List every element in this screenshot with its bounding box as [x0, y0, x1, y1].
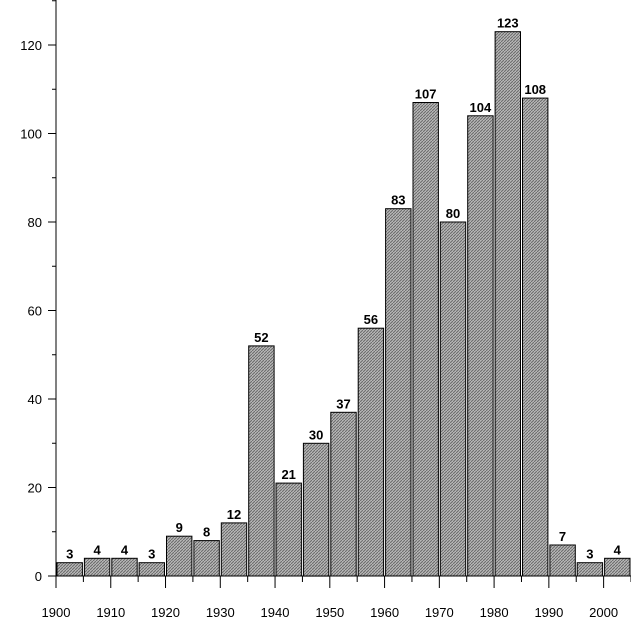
data-label-1955: 56 [364, 312, 378, 327]
x-tick-label-1950: 1950 [315, 605, 344, 620]
data-label-1925: 8 [203, 525, 210, 540]
bar-1915 [138, 562, 166, 577]
data-label-1970: 80 [446, 206, 460, 221]
y-tick-label-80: 80 [28, 215, 42, 230]
data-label-1910: 4 [121, 542, 129, 557]
x-tick-label-1900: 1900 [42, 605, 71, 620]
data-label-1915: 3 [148, 547, 155, 562]
y-tick-label-20: 20 [28, 481, 42, 496]
data-label-1995: 3 [586, 547, 593, 562]
data-label-1945: 30 [309, 427, 323, 442]
bar-1960 [385, 208, 412, 577]
x-tick-label-1940: 1940 [261, 605, 290, 620]
bar-1940 [275, 482, 302, 577]
bars-layer: 3 4 4 3 9 8 12 52 21 30 37 56 83 107 80 104 123 108 7 3 4 [56, 16, 631, 577]
y-tick-label-0: 0 [35, 569, 42, 584]
data-label-1960: 83 [391, 193, 405, 208]
bar-1955 [357, 327, 385, 577]
data-label-1975: 104 [470, 100, 492, 115]
data-label-1905: 4 [93, 542, 101, 557]
data-label-1950: 37 [336, 396, 350, 411]
bar-1990 [549, 544, 576, 577]
bar-1945 [302, 442, 330, 577]
bar-2000 [604, 557, 631, 577]
data-label-1940: 21 [281, 467, 295, 482]
bar-1950 [330, 411, 357, 577]
data-label-1920: 9 [176, 520, 183, 535]
x-tick-label-1920: 1920 [151, 605, 180, 620]
data-label-1965: 107 [415, 87, 437, 102]
bar-1935 [248, 345, 275, 577]
x-tick-label-1980: 1980 [480, 605, 509, 620]
y-tick-label-60: 60 [28, 304, 42, 319]
x-tick-label-2000: 2000 [589, 605, 618, 620]
data-label-1930: 12 [227, 507, 241, 522]
x-tick-label-1970: 1970 [425, 605, 454, 620]
bar-1970 [439, 221, 467, 577]
bar-1925 [193, 540, 220, 577]
data-label-1990: 7 [559, 529, 566, 544]
bar-1930 [220, 522, 248, 577]
y-tick-label-100: 100 [20, 127, 42, 142]
data-label-1935: 52 [254, 330, 268, 345]
y-tick-label-40: 40 [28, 392, 42, 407]
bar-1905 [83, 557, 111, 577]
bar-1900 [56, 562, 83, 577]
x-tick-label-1960: 1960 [370, 605, 399, 620]
bar-1965 [412, 102, 439, 577]
bar-1995 [576, 562, 604, 577]
axes-layer: 0 20 40 60 80 100 120 1900 1910 1920 1930 1940 1950 1… [20, 0, 631, 620]
x-tick-label-1990: 1990 [534, 605, 563, 620]
x-tick-label-1910: 1910 [96, 605, 125, 620]
y-tick-label-120: 120 [20, 38, 42, 53]
bar-1910 [111, 557, 138, 577]
bar-1980 [494, 31, 522, 577]
data-label-2000: 4 [614, 542, 622, 557]
data-label-1985: 108 [524, 82, 546, 97]
x-tick-label-1930: 1930 [206, 605, 235, 620]
bar-1975 [467, 115, 494, 577]
bar-1920 [166, 535, 193, 577]
data-label-1900: 3 [66, 547, 73, 562]
bar-1985 [522, 97, 549, 577]
data-label-1980: 123 [497, 16, 519, 31]
